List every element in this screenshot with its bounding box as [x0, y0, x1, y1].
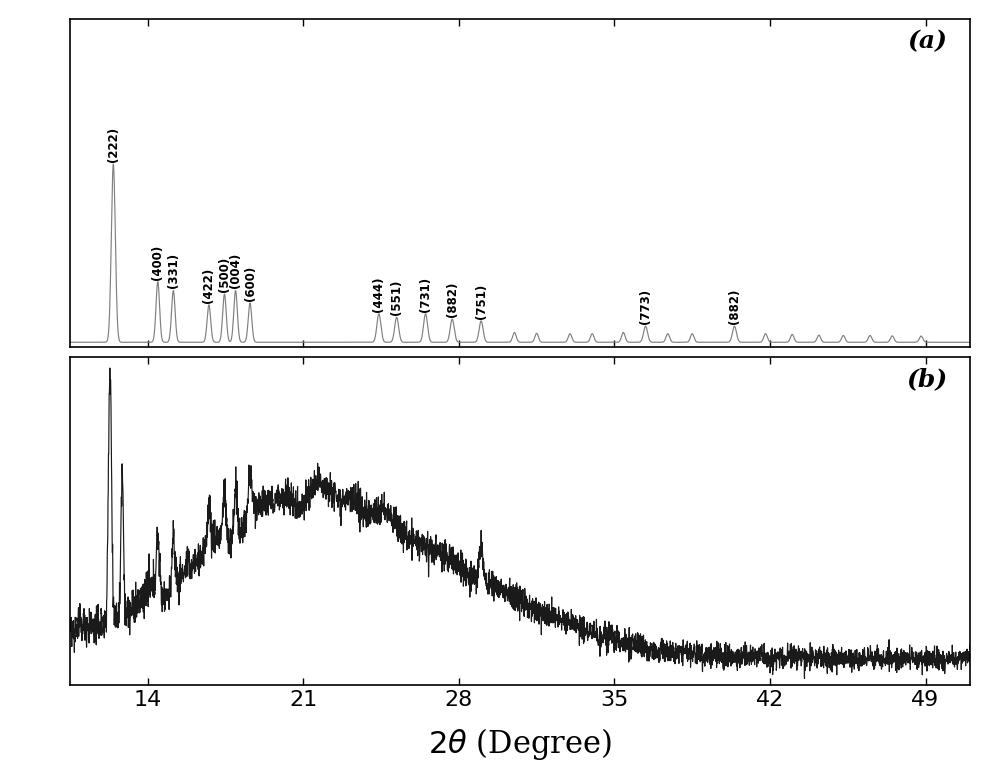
Text: (500): (500): [218, 257, 231, 292]
Text: (a): (a): [908, 29, 948, 53]
Text: (400): (400): [151, 245, 164, 279]
Text: (222): (222): [107, 127, 120, 162]
Text: (551): (551): [390, 279, 403, 315]
Text: $2\theta$ (Degree): $2\theta$ (Degree): [428, 726, 612, 762]
Text: (331): (331): [167, 253, 180, 289]
Text: (882): (882): [728, 289, 741, 324]
Text: (004): (004): [229, 253, 242, 289]
Text: (b): (b): [906, 367, 948, 391]
Text: (773): (773): [639, 289, 652, 324]
Text: (444): (444): [372, 276, 385, 312]
Text: (751): (751): [475, 283, 488, 319]
Text: (600): (600): [244, 265, 257, 301]
Text: (731): (731): [419, 276, 432, 312]
Text: (422): (422): [202, 268, 215, 303]
Text: (882): (882): [446, 282, 459, 317]
